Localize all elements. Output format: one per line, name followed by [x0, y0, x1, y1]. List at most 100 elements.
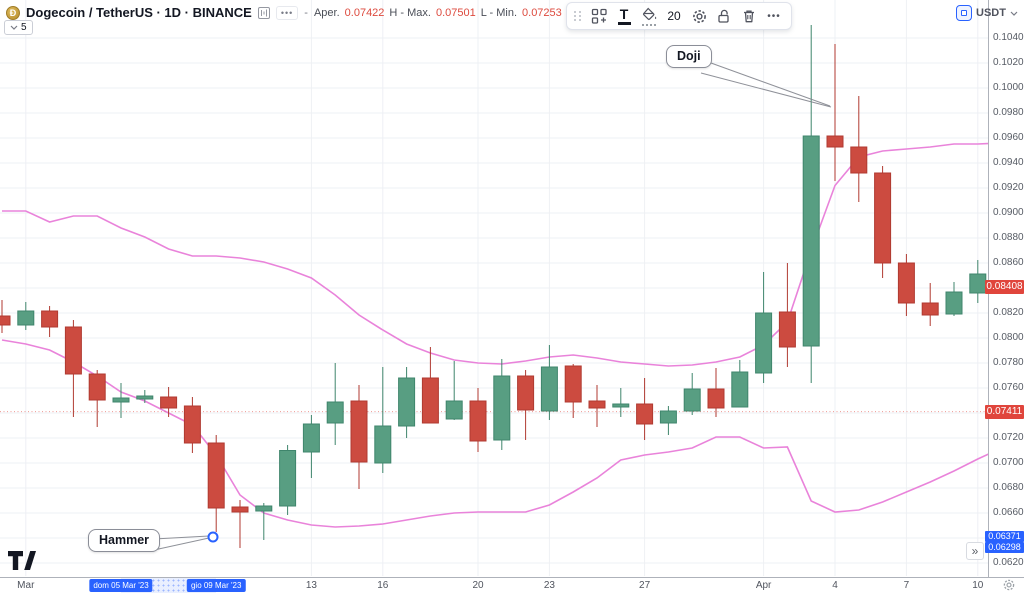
ohlc-value: 0.07253: [522, 6, 562, 19]
currency-label[interactable]: USDT: [976, 7, 1006, 19]
font-size-button[interactable]: 20: [667, 9, 681, 23]
candle-Mar-9: [207, 435, 225, 532]
template-button[interactable]: [587, 4, 611, 28]
fill-color-swatch: [642, 23, 656, 26]
hammer-callout[interactable]: Hammer: [88, 529, 161, 552]
upper_band-line: [2, 142, 990, 367]
candle-Mar-18: [421, 347, 439, 424]
candle-Mar-13: [302, 415, 320, 478]
time-axis[interactable]: Mar 13 16 20 23 27 Apr 4 7 10 dom 05 Mar '23 gio 09…: [0, 577, 1024, 593]
delete-button[interactable]: [737, 4, 761, 28]
candles-layer: [0, 25, 987, 548]
bollinger-bands: [1, 142, 990, 528]
time-axis-label: 13: [305, 580, 317, 591]
doji-callout[interactable]: Doji: [666, 45, 712, 68]
axis-settings-button[interactable]: [1002, 578, 1016, 592]
candle-Mar-28: [659, 406, 677, 435]
grid-lines: [0, 0, 990, 576]
candle-Apr-6: [874, 166, 892, 278]
text-tool-icon: T: [619, 5, 629, 22]
time-axis-label: 20: [472, 580, 484, 591]
candle-Mar-26: [612, 388, 630, 417]
templates-icon: [591, 8, 607, 24]
lock-button[interactable]: [712, 4, 736, 28]
candle-Mar-1: [17, 302, 35, 330]
candle-Apr-9: [945, 282, 963, 316]
go-to-latest-button[interactable]: »: [966, 542, 984, 560]
candle-Apr-7: [897, 254, 915, 316]
drag-handle-icon[interactable]: [574, 11, 582, 21]
candle-Mar-17: [398, 367, 416, 438]
candle-Mar-29: [683, 373, 701, 415]
candle-Mar-24: [564, 364, 582, 418]
currency-control: USDT: [956, 5, 1018, 21]
drawing-date-tag: gio 09 Mar '23: [186, 579, 246, 592]
price-axis-label: 0.06200: [993, 557, 1024, 568]
text-color-swatch: [617, 21, 631, 25]
paint-bucket-icon: [643, 7, 657, 20]
fill-color-button[interactable]: [637, 4, 661, 28]
candle-Apr-5: [850, 96, 868, 202]
time-axis-label: 10: [972, 580, 984, 591]
symbol-title[interactable]: Dogecoin / TetherUS · 1D · BINANCE: [26, 5, 252, 20]
time-axis-label: 16: [377, 580, 389, 591]
candle-Mar-30: [707, 368, 725, 417]
dogecoin-logo-icon: Ð: [6, 5, 20, 20]
candle-Apr-2: [778, 263, 796, 367]
candle-Mar-5: [112, 383, 130, 418]
callout-tail: [153, 537, 210, 551]
header-separator: -: [304, 6, 308, 19]
drawing-price-tag: 0.06298: [985, 541, 1024, 553]
collapse-panel-button[interactable]: 5: [4, 20, 33, 35]
drawing-anchor-handle[interactable]: [207, 531, 219, 543]
toolbar-more-button[interactable]: •••: [767, 10, 781, 22]
trash-icon: [744, 10, 754, 23]
candle-Mar-8: [183, 397, 201, 453]
popout-icon[interactable]: [956, 5, 972, 21]
candle-Apr-8: [921, 283, 939, 326]
ohlc-value: 0.07501: [435, 6, 476, 19]
candle-Mar-20: [469, 388, 487, 452]
candle-Mar-22: [517, 370, 535, 440]
candle-Mar-3: [64, 320, 82, 417]
time-axis-label: 7: [903, 580, 910, 591]
chart-preview-icon[interactable]: [257, 6, 270, 19]
candle-Mar-12: [279, 445, 297, 515]
time-axis-label: Mar: [17, 580, 35, 591]
collapse-count: 5: [21, 22, 27, 33]
candle-Mar-23: [540, 345, 558, 420]
candle-Mar-16: [374, 367, 392, 473]
gear-icon: [692, 9, 706, 23]
gear-icon: [1003, 579, 1015, 591]
candle-Mar-14: [326, 363, 344, 445]
chevron-down-icon: [1010, 11, 1018, 16]
settings-button[interactable]: [687, 4, 711, 28]
candle-Apr-4: [826, 44, 844, 181]
candle-Mar-6: [136, 390, 154, 403]
ohlc-label: L - Min.: [480, 6, 518, 19]
candle-Apr-1: [755, 272, 773, 383]
candle-Mar-15: [350, 385, 368, 489]
candle-Mar-7: [160, 387, 178, 417]
ohlc-label: H - Max.: [389, 6, 431, 19]
callout-tail: [710, 62, 831, 107]
ohlc-label: Aper.: [313, 6, 340, 19]
text-color-button[interactable]: T: [612, 4, 636, 28]
symbol-more-button[interactable]: •••: [275, 5, 299, 20]
tradingview-logo[interactable]: [8, 551, 38, 570]
